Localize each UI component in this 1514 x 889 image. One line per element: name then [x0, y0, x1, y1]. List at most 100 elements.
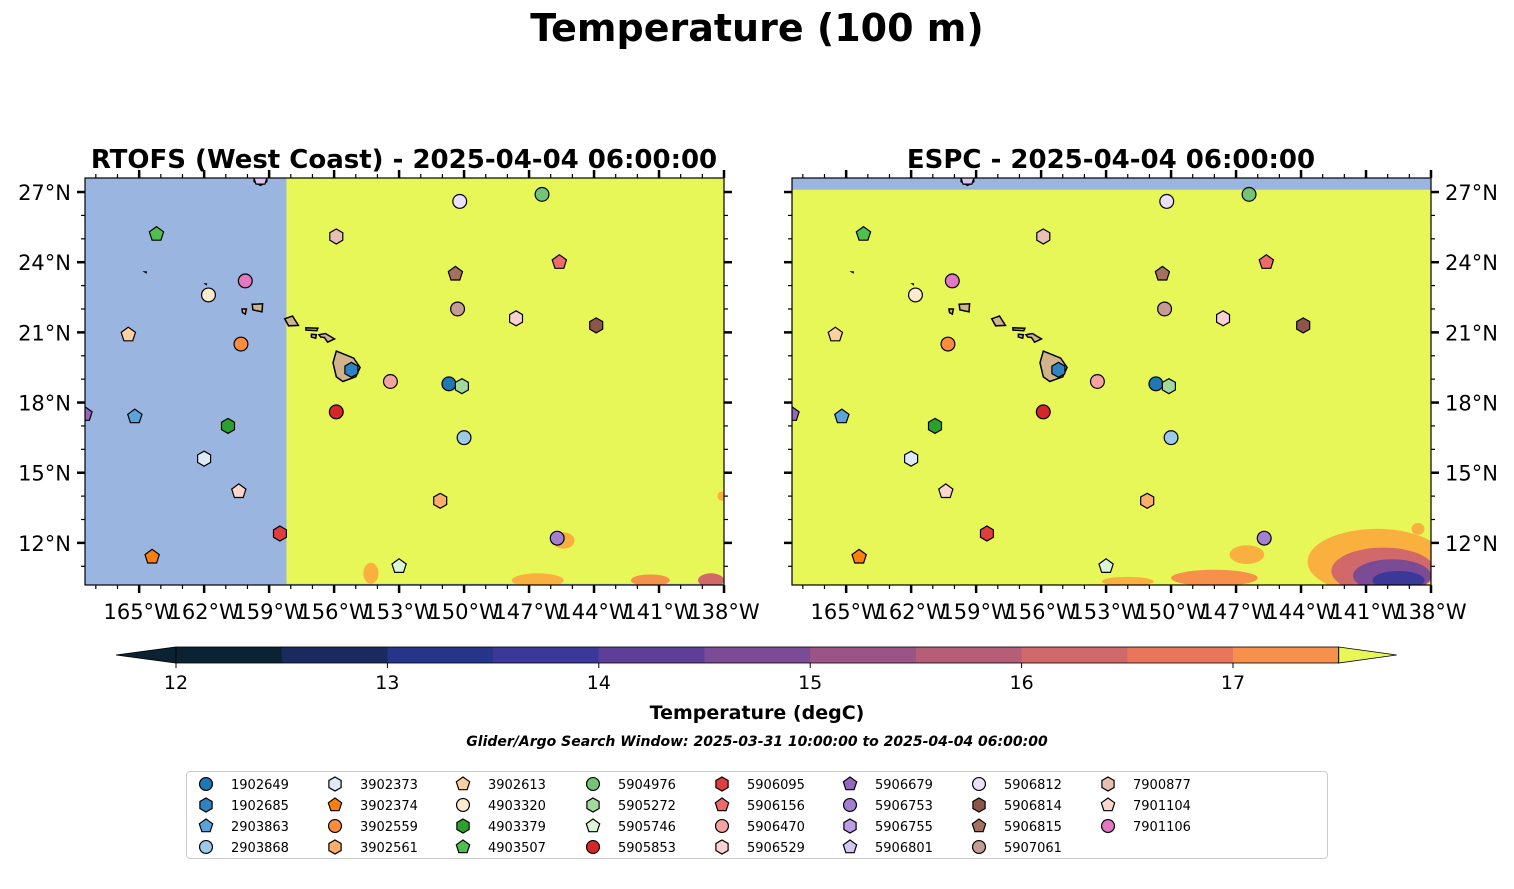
platform-markers [85, 178, 604, 573]
legend-label: 3902373 [360, 778, 418, 793]
platform-marker-5906815 [1154, 265, 1171, 281]
platform-marker-4903320 [907, 287, 923, 303]
legend-label: 5904976 [618, 778, 676, 793]
platform-marker-2903868 [456, 430, 472, 446]
x-tick-label: 156°W [298, 600, 370, 624]
cool-patch [511, 573, 564, 585]
platform-marker-5906753 [549, 530, 565, 546]
platform-marker-5904976 [1241, 186, 1257, 202]
platform-markers [792, 178, 1311, 573]
platform-marker-5906679 [85, 405, 93, 421]
platform-marker-5905853 [328, 404, 344, 420]
platform-marker-5906470 [714, 818, 730, 834]
island [241, 308, 248, 316]
platform-marker-4903379 [220, 417, 236, 435]
search-window-note: Glider/Argo Search Window: 2025-03-31 10… [466, 734, 1048, 750]
island [310, 333, 318, 340]
cool-patch [363, 562, 379, 584]
platform-marker-3902374 [144, 548, 161, 564]
platform-marker-1902649 [441, 376, 457, 392]
platform-marker-5906814 [589, 317, 604, 334]
island [958, 303, 971, 313]
platform-marker-5905746 [585, 818, 601, 833]
y-tick-label: 15°N [1445, 462, 1498, 486]
platform-marker-2903863 [833, 408, 850, 424]
platform-marker-5907061 [450, 301, 466, 317]
legend-label: 7901104 [1133, 799, 1191, 814]
platform-marker-5904976 [534, 186, 550, 202]
figure-title: Temperature (100 m) [530, 6, 984, 50]
x-tick-label: 138°W [1395, 600, 1467, 624]
panel-title: ESPC - 2025-04-04 06:00:00 [907, 145, 1315, 175]
platform-marker-1902649 [1148, 376, 1164, 392]
platform-marker-5906470 [1089, 374, 1105, 390]
platform-marker-5906529 [509, 310, 524, 327]
x-tick-label: 144°W [1265, 600, 1337, 624]
x-tick-label: 162°W [875, 600, 947, 624]
platform-marker-7900877 [1036, 228, 1051, 245]
platform-marker-5906814 [1296, 317, 1311, 334]
island [1017, 333, 1025, 340]
legend-label: 3902559 [360, 820, 418, 835]
legend-label: 1902649 [231, 778, 289, 793]
platform-marker-5905853 [585, 839, 601, 855]
legend-label: 5905272 [618, 799, 676, 814]
platform-marker-5905272 [454, 378, 469, 395]
cool-patch [717, 491, 724, 501]
colorbar-tick-label: 13 [375, 672, 399, 694]
cool-patches [1101, 523, 1431, 585]
legend-label: 4903379 [488, 820, 546, 835]
platform-marker-3902613 [455, 776, 471, 791]
platform-marker-7900877 [329, 228, 344, 245]
platform-marker-3902373 [328, 776, 342, 792]
x-tick-label: 150°W [428, 600, 500, 624]
colorbar-band [1233, 647, 1340, 663]
colorbar-tick-label: 15 [798, 672, 822, 694]
y-tick-label: 24°N [18, 251, 71, 275]
x-tick-label: 153°W [363, 600, 435, 624]
platform-marker-5906095 [979, 525, 994, 542]
platform-marker-1902685 [1051, 361, 1066, 378]
x-tick-label: 147°W [493, 600, 565, 624]
colorbar-over-extension [1338, 646, 1397, 664]
platform-marker-3902559 [233, 336, 249, 352]
platform-marker-7900877 [1101, 776, 1115, 792]
platform-marker-5906095 [715, 776, 729, 792]
temperature-field [286, 178, 724, 584]
colorbar-tick-label: 14 [587, 672, 611, 694]
legend-label: 1902685 [231, 799, 289, 814]
platform-marker-5904976 [585, 776, 601, 792]
legend-label: 5906812 [1004, 778, 1062, 793]
platform-marker-4903320 [200, 287, 216, 303]
platform-marker-5905272 [1161, 378, 1176, 395]
platform-marker-3902559 [940, 336, 956, 352]
platform-marker-5905272 [586, 797, 600, 813]
colorbar-label: Temperature (degC) [650, 702, 865, 724]
x-tick-label: 156°W [1005, 600, 1077, 624]
x-tick-label: 153°W [1070, 600, 1142, 624]
legend-label: 5906755 [875, 820, 933, 835]
platform-marker-2903863 [126, 408, 143, 424]
platform-marker-5906529 [715, 839, 729, 855]
legend-label: 5905746 [618, 820, 676, 835]
x-tick-label: 138°W [688, 600, 760, 624]
y-tick-label: 21°N [1445, 321, 1498, 345]
legend-label: 3902561 [360, 841, 418, 856]
island [948, 308, 955, 316]
platform-marker-7901106 [944, 273, 960, 289]
cool-patch [1229, 545, 1265, 564]
platform-marker-7901104 [937, 483, 954, 499]
island [849, 271, 854, 274]
panel-rtofs: 165°W162°W159°W156°W153°W150°W147°W144°W… [18, 145, 760, 624]
colorbar-under-extension [115, 646, 177, 664]
axis-ticks: 165°W162°W159°W156°W153°W150°W147°W144°W… [18, 170, 760, 624]
colorbar-band [493, 647, 600, 663]
legend-label: 3902613 [488, 778, 546, 793]
platform-marker-5906529 [1216, 310, 1231, 327]
x-tick-label: 141°W [1330, 600, 1402, 624]
island [305, 326, 320, 332]
legend-label: 5906814 [1004, 799, 1062, 814]
cool-patches [363, 491, 724, 585]
platform-marker-4903320 [455, 797, 471, 813]
platform-marker-7901106 [1100, 818, 1116, 834]
